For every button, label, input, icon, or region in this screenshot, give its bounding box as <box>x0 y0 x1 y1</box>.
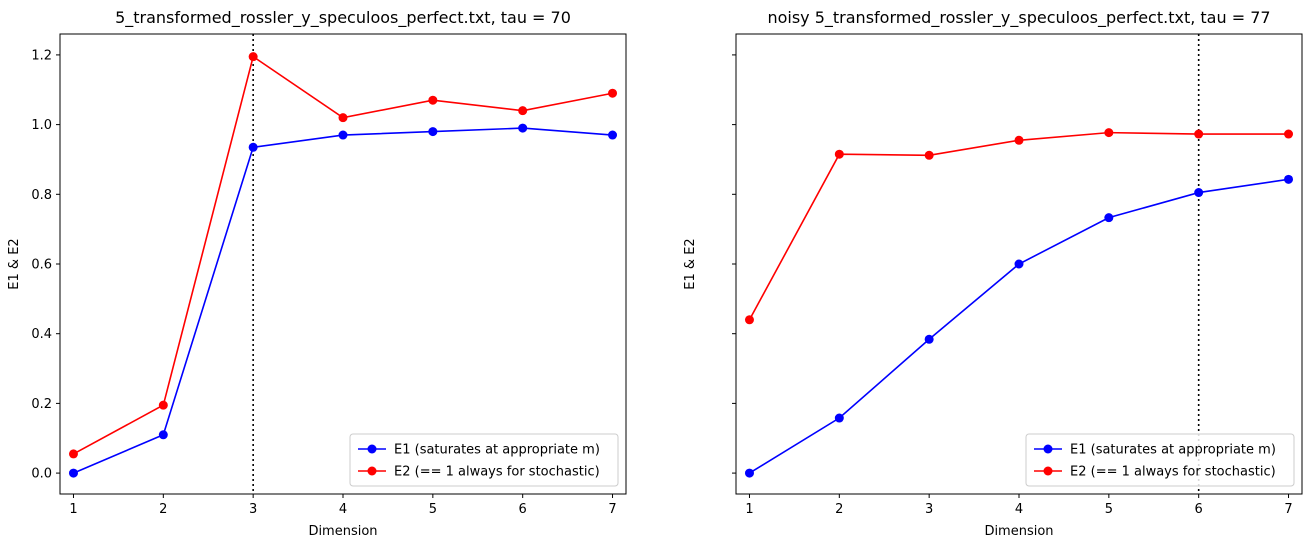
data-point-e1 <box>248 142 258 152</box>
y-tick-label: 0.8 <box>31 188 52 203</box>
legend-swatch-marker-e2 <box>367 466 377 476</box>
y-tick-label: 1.0 <box>31 118 52 133</box>
left-chart-panel: 1 2 3 4 5 6 7 0.0 0.2 0.4 0.6 0.8 1.0 1.2 5_transforme… <box>7 8 627 539</box>
y-tick-label: 0.2 <box>31 397 52 412</box>
y-tick-label: 1.2 <box>31 48 52 63</box>
data-point-e1 <box>1014 259 1024 269</box>
data-point-e1 <box>1284 174 1294 184</box>
x-axis-label: Dimension <box>308 524 377 539</box>
legend-entry-e2: E2 (== 1 always for stochastic) <box>1070 465 1276 480</box>
data-point-e1 <box>158 430 168 440</box>
data-point-e2 <box>1104 128 1114 138</box>
x-tick-label: 6 <box>1195 502 1203 517</box>
x-tick-label: 3 <box>249 502 257 517</box>
x-tick-label: 5 <box>429 502 437 517</box>
x-tick-label: 5 <box>1105 502 1113 517</box>
data-point-e2 <box>518 106 528 116</box>
x-tick-label: 2 <box>159 502 167 517</box>
data-point-e2 <box>1014 135 1024 145</box>
data-point-e2 <box>338 113 348 123</box>
x-tick-label: 2 <box>835 502 843 517</box>
legend-swatch-marker-e2 <box>1043 466 1053 476</box>
data-point-e1 <box>1104 213 1114 223</box>
data-point-e2 <box>1194 129 1204 139</box>
data-point-e1 <box>608 130 618 140</box>
legend-entry-e2: E2 (== 1 always for stochastic) <box>394 465 600 480</box>
data-point-e2 <box>834 149 844 159</box>
data-point-e2 <box>1284 129 1294 139</box>
data-point-e2 <box>744 315 754 325</box>
data-point-e2 <box>924 150 934 160</box>
chart-title: 5_transformed_rossler_y_speculoos_perfec… <box>115 8 571 28</box>
data-point-e1 <box>428 127 438 137</box>
x-tick-label: 3 <box>925 502 933 517</box>
x-tick-label: 7 <box>608 502 616 517</box>
legend-swatch-marker-e1 <box>367 444 377 454</box>
data-point-e1 <box>924 334 934 344</box>
x-tick-label: 1 <box>69 502 77 517</box>
right-chart-panel: 1 2 3 4 5 6 7 noisy 5_transformed_rossler_y_spe… <box>683 8 1303 539</box>
y-tick-label: 0.6 <box>31 258 52 273</box>
x-tick-label: 1 <box>745 502 753 517</box>
data-point-e1 <box>1194 188 1204 198</box>
data-point-e2 <box>248 52 258 62</box>
y-tick-label: 0.0 <box>31 467 52 482</box>
legend: E1 (saturates at appropriate m) E2 (== 1 … <box>349 433 619 487</box>
legend: E1 (saturates at appropriate m) E2 (== 1 … <box>1025 433 1295 487</box>
y-axis-label: E1 & E2 <box>7 238 22 289</box>
data-point-e1 <box>744 468 754 478</box>
y-axis-label: E1 & E2 <box>683 238 698 289</box>
legend-box <box>1025 433 1295 487</box>
x-axis-label: Dimension <box>984 524 1053 539</box>
x-tick-label: 4 <box>1015 502 1023 517</box>
x-tick-label: 6 <box>519 502 527 517</box>
legend-swatch-marker-e1 <box>1043 444 1053 454</box>
chart-title: noisy 5_transformed_rossler_y_speculoos_… <box>767 8 1270 28</box>
data-point-e1 <box>68 468 78 478</box>
data-point-e2 <box>68 449 78 459</box>
data-point-e1 <box>518 123 528 133</box>
data-point-e2 <box>428 95 438 105</box>
y-tick-label: 0.4 <box>31 327 52 342</box>
x-tick-label: 4 <box>339 502 347 517</box>
data-point-e1 <box>338 130 348 140</box>
data-point-e2 <box>158 400 168 410</box>
x-tick-label: 7 <box>1284 502 1292 517</box>
legend-box <box>349 433 619 487</box>
data-point-e1 <box>834 413 844 423</box>
legend-entry-e1: E1 (saturates at appropriate m) <box>394 443 600 458</box>
legend-entry-e1: E1 (saturates at appropriate m) <box>1070 443 1276 458</box>
data-point-e2 <box>608 88 618 98</box>
